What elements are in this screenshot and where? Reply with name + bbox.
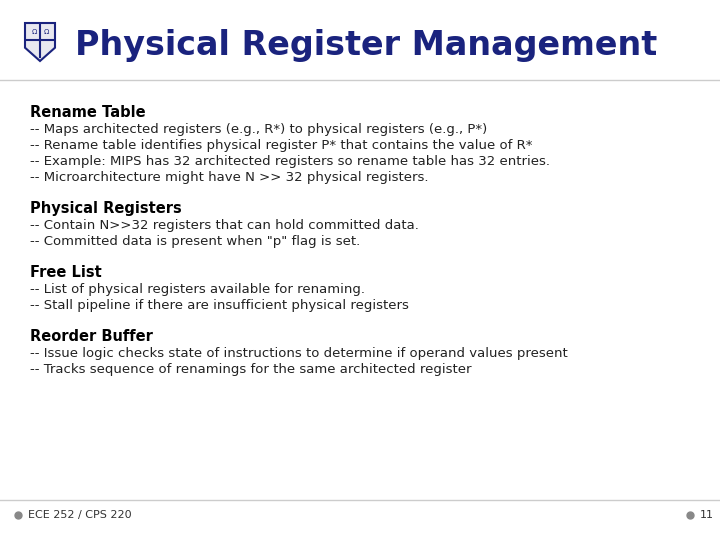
Text: Reorder Buffer: Reorder Buffer — [30, 329, 153, 344]
Text: Free List: Free List — [30, 265, 102, 280]
Text: Ω: Ω — [43, 29, 49, 35]
Text: -- Example: MIPS has 32 architected registers so rename table has 32 entries.: -- Example: MIPS has 32 architected regi… — [30, 155, 550, 168]
Text: Rename Table: Rename Table — [30, 105, 145, 120]
Text: ECE 252 / CPS 220: ECE 252 / CPS 220 — [28, 510, 132, 520]
Text: -- List of physical registers available for renaming.: -- List of physical registers available … — [30, 283, 365, 296]
Text: -- Issue logic checks state of instructions to determine if operand values prese: -- Issue logic checks state of instructi… — [30, 347, 568, 360]
Text: Physical Register Management: Physical Register Management — [75, 29, 657, 62]
Text: -- Maps architected registers (e.g., R*) to physical registers (e.g., P*): -- Maps architected registers (e.g., R*)… — [30, 123, 487, 136]
Text: Ω: Ω — [31, 29, 37, 35]
Text: -- Stall pipeline if there are insufficient physical registers: -- Stall pipeline if there are insuffici… — [30, 299, 409, 312]
Text: -- Microarchitecture might have N >> 32 physical registers.: -- Microarchitecture might have N >> 32 … — [30, 171, 428, 184]
Text: -- Tracks sequence of renamings for the same architected register: -- Tracks sequence of renamings for the … — [30, 363, 472, 376]
Polygon shape — [25, 23, 55, 61]
Text: -- Rename table identifies physical register P* that contains the value of R*: -- Rename table identifies physical regi… — [30, 139, 533, 152]
Text: Physical Registers: Physical Registers — [30, 201, 181, 216]
Text: 11: 11 — [700, 510, 714, 520]
Text: -- Contain N>>32 registers that can hold committed data.: -- Contain N>>32 registers that can hold… — [30, 219, 419, 232]
Text: -- Committed data is present when "p" flag is set.: -- Committed data is present when "p" fl… — [30, 235, 360, 248]
